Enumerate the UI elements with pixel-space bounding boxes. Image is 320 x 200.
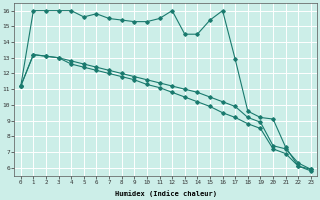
- X-axis label: Humidex (Indice chaleur): Humidex (Indice chaleur): [115, 190, 217, 197]
